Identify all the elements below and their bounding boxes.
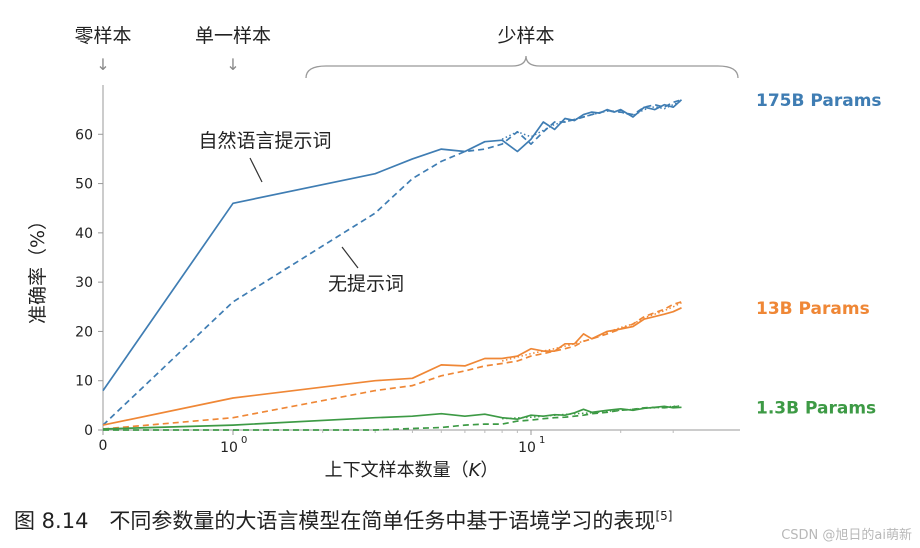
annotation-no-prompt: 无提示词 [328, 273, 404, 295]
regime-label: 单一样本 [195, 25, 271, 47]
annotation-prompt-pointer [249, 157, 263, 183]
series-line-dotted [502, 405, 682, 420]
x-tick-label: 10 [220, 440, 238, 456]
regime-arrow: ↓ [96, 55, 109, 74]
figure-caption: 图 8.14 不同参数量的大语言模型在简单任务中基于语境学习的表现[5] [14, 505, 672, 535]
x-axis-label: 上下文样本数量（K） [325, 460, 499, 481]
y-tick-label: 10 [75, 374, 93, 390]
few-shot-brace [305, 55, 739, 79]
x-axis-label-suffix: ） [480, 460, 498, 481]
regime-label: 少样本 [497, 25, 554, 47]
annotation-no-prompt-pointer [341, 246, 359, 269]
regime-label: 零样本 [74, 25, 131, 47]
x-tick-label: 0 [99, 438, 108, 454]
x-tick-label: 10 [518, 440, 536, 456]
y-tick-label: 50 [75, 177, 93, 193]
regime-labels: 零样本 ↓ 单一样本 ↓ 少样本 [74, 25, 739, 79]
x-axis-label-prefix: 上下文样本数量（ [325, 460, 469, 481]
series-name-label: 1.3B Params [756, 398, 876, 418]
series-line-solid [102, 307, 682, 426]
series-name-label: 13B Params [756, 299, 870, 319]
series-line-dotted [501, 100, 682, 140]
series-line-dashed [102, 301, 682, 430]
caption-text: 图 8.14 不同参数量的大语言模型在简单任务中基于语境学习的表现 [14, 509, 656, 533]
y-tick-label: 60 [75, 127, 93, 143]
series-line-dotted [501, 302, 682, 362]
regime-arrow: ↓ [226, 55, 239, 74]
series-line-solid [102, 99, 683, 392]
y-axis-label: 准确率（%） [27, 211, 49, 324]
watermark: CSDN @旭日的ai萌新 [781, 528, 912, 543]
x-tick-exponent: 0 [241, 435, 247, 446]
caption-ref: [5] [655, 509, 673, 523]
y-tick-label: 40 [75, 226, 93, 242]
series-labels: 175B Params 13B Params 1.3B Params [756, 91, 882, 419]
y-tick-label: 0 [84, 423, 93, 439]
x-axis-label-var: K [469, 460, 482, 481]
series-line-solid [102, 405, 682, 430]
annotation-prompt: 自然语言提示词 [198, 130, 331, 152]
series-lines [102, 98, 683, 431]
y-tick-label: 20 [75, 324, 93, 340]
x-tick-exponent: 1 [539, 435, 545, 446]
y-tick-label: 30 [75, 275, 93, 291]
series-line-dashed [102, 98, 682, 426]
series-name-label: 175B Params [756, 91, 882, 111]
